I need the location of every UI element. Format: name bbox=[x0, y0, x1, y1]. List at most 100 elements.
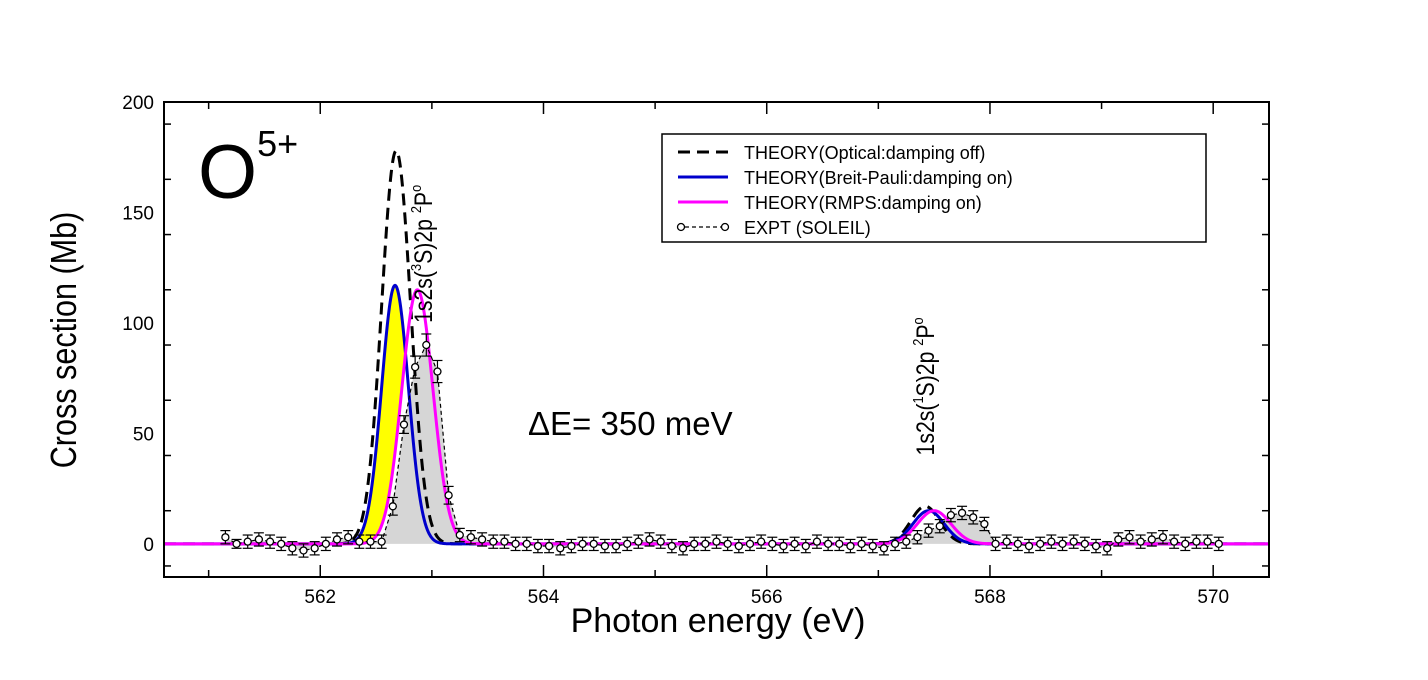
resolution-label: ΔE= 350 meV bbox=[528, 405, 733, 442]
expt-point bbox=[946, 510, 956, 520]
x-tick-label: 566 bbox=[751, 587, 783, 608]
legend-swatch-marker bbox=[720, 222, 730, 232]
peak-label-text: 1s2s(3S)2p 2Po bbox=[407, 185, 437, 323]
expt-point bbox=[667, 541, 677, 551]
x-tick-label: 570 bbox=[1197, 587, 1229, 608]
peak-labels: 1s2s(3S)2p 2Po 1s2s(1S)2p 2Po bbox=[407, 185, 940, 456]
expt-point bbox=[1181, 539, 1190, 549]
expt-point bbox=[1169, 537, 1179, 546]
legend-item-0: THEORY(Optical:damping off) bbox=[678, 143, 985, 163]
expt-shaded-area bbox=[225, 345, 1219, 551]
legend-item-1: THEORY(Breit-Pauli:damping on) bbox=[678, 168, 1013, 188]
legend-item-2: THEORY(RMPS:damping on) bbox=[678, 193, 982, 213]
expt-point bbox=[377, 537, 386, 546]
peak-label-text: 1s2s(1S)2p 2Po bbox=[909, 317, 939, 455]
expt-point bbox=[645, 535, 654, 544]
expt-point bbox=[656, 537, 665, 546]
expt-point bbox=[433, 367, 442, 376]
expt-point bbox=[299, 546, 308, 555]
expt-point bbox=[756, 537, 766, 546]
expt-point bbox=[980, 519, 989, 529]
expt-points-layer bbox=[220, 333, 1224, 558]
expt-point bbox=[444, 491, 453, 500]
expt-point bbox=[723, 539, 732, 549]
expt-point bbox=[410, 362, 420, 372]
expt-point bbox=[511, 539, 520, 549]
legend-label: THEORY(Breit-Pauli:damping on) bbox=[744, 168, 1013, 188]
expt-point bbox=[768, 539, 777, 549]
expt-point bbox=[1080, 539, 1089, 549]
expt-point bbox=[243, 537, 252, 546]
x-tick-label: 564 bbox=[528, 587, 560, 608]
expt-point bbox=[600, 541, 610, 551]
axis-ticks: 562 564 566 568 570 0 50 100 150 200 bbox=[122, 93, 1269, 608]
expt-point bbox=[1114, 535, 1123, 544]
expt-point bbox=[1192, 537, 1201, 546]
ion-charge: 5+ bbox=[257, 123, 298, 164]
expt-point bbox=[422, 340, 431, 350]
expt-point bbox=[321, 539, 330, 549]
expt-point bbox=[678, 544, 688, 553]
expt-point bbox=[823, 539, 833, 549]
expt-point bbox=[254, 535, 264, 544]
legend-item-3: EXPT (SOLEIL) bbox=[676, 218, 871, 238]
expt-point bbox=[634, 537, 643, 546]
expt-point bbox=[310, 544, 319, 553]
expt-point bbox=[489, 537, 498, 546]
breit-pauli-difference-fill bbox=[350, 285, 406, 544]
expt-point bbox=[835, 539, 844, 549]
expt-point bbox=[221, 533, 230, 542]
legend: THEORY(Optical:damping off) THEORY(Breit-… bbox=[661, 133, 1207, 243]
peak-label-1: 1s2s(1S)2p 2Po bbox=[909, 317, 939, 455]
expt-point bbox=[890, 539, 900, 549]
expt-point bbox=[533, 541, 543, 551]
expt-point bbox=[1036, 539, 1045, 549]
ion-label: O5+ bbox=[198, 123, 298, 215]
expt-point bbox=[544, 541, 554, 551]
expt-point bbox=[1058, 539, 1067, 549]
expt-point bbox=[701, 539, 710, 549]
expt-point bbox=[1103, 544, 1112, 553]
expt-point bbox=[924, 526, 933, 535]
legend-items: THEORY(Optical:damping off) THEORY(Breit-… bbox=[676, 143, 1013, 238]
expt-point bbox=[455, 530, 464, 540]
expt-point bbox=[1203, 537, 1212, 546]
expt-point bbox=[623, 539, 632, 549]
expt-point bbox=[332, 535, 342, 544]
x-tick-label: 568 bbox=[974, 587, 1006, 608]
y-tick-label: 0 bbox=[143, 535, 154, 556]
legend-label: THEORY(RMPS:damping on) bbox=[744, 193, 982, 213]
expt-point bbox=[232, 539, 241, 549]
expt-point bbox=[1125, 533, 1134, 542]
expt-point bbox=[779, 541, 788, 551]
expt-point bbox=[399, 420, 409, 429]
expt-point bbox=[902, 537, 911, 546]
expt-point bbox=[477, 535, 487, 544]
expt-point bbox=[1047, 537, 1056, 546]
expt-point bbox=[1013, 539, 1023, 549]
expt-point bbox=[812, 537, 822, 546]
expt-point bbox=[556, 544, 565, 553]
expt-point bbox=[745, 539, 755, 549]
expt-point bbox=[935, 522, 944, 531]
expt-point bbox=[277, 539, 286, 549]
expt-point bbox=[857, 539, 866, 549]
y-tick-label: 100 bbox=[122, 314, 154, 335]
legend-label: EXPT (SOLEIL) bbox=[744, 218, 871, 238]
expt-point bbox=[879, 544, 889, 553]
expt-point bbox=[288, 544, 297, 553]
legend-box bbox=[661, 133, 1207, 243]
expt-point bbox=[868, 541, 877, 551]
y-axis-title: Cross section (Mb) bbox=[45, 212, 85, 469]
expt-point bbox=[611, 541, 621, 551]
y-tick-label: 150 bbox=[122, 203, 154, 224]
expt-point bbox=[522, 539, 531, 549]
expt-point bbox=[567, 541, 576, 551]
expt-point bbox=[957, 508, 967, 518]
x-axis-title: Photon energy (eV) bbox=[571, 602, 866, 640]
expt-point bbox=[801, 541, 810, 551]
expt-point bbox=[712, 537, 721, 546]
expt-point bbox=[690, 539, 699, 549]
